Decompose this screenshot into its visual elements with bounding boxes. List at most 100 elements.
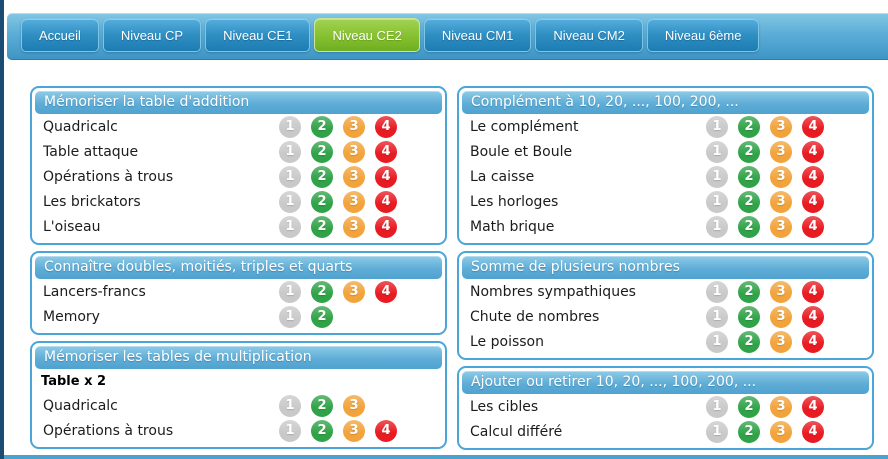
exercise-panels-area: Mémoriser la table d'addition Quadricalc 1… xyxy=(30,86,874,459)
level-badge-4[interactable]: 4 xyxy=(802,305,824,328)
level-badge-2[interactable]: 2 xyxy=(738,420,760,443)
level-badge-4[interactable]: 4 xyxy=(802,115,824,138)
level-badge-4[interactable]: 4 xyxy=(375,165,397,188)
level-badge-1[interactable]: 1 xyxy=(279,215,301,238)
level-badge-3[interactable]: 3 xyxy=(343,280,365,303)
level-badge-2[interactable]: 2 xyxy=(738,140,760,163)
tab-niveau-cm1[interactable]: Niveau CM1 xyxy=(423,18,532,52)
level-badge-4[interactable]: 4 xyxy=(802,330,824,353)
level-badge-2[interactable]: 2 xyxy=(738,280,760,303)
level-badge-2[interactable]: 2 xyxy=(738,165,760,188)
level-badge-3[interactable]: 3 xyxy=(770,280,792,303)
level-badge-3[interactable]: 3 xyxy=(343,394,365,417)
level-badge-4[interactable]: 4 xyxy=(802,395,824,418)
level-badge-4[interactable]: 4 xyxy=(802,190,824,213)
tab-niveau-cp[interactable]: Niveau CP xyxy=(102,18,202,52)
level-badge-2[interactable]: 2 xyxy=(738,395,760,418)
level-tabs: Accueil Niveau CP Niveau CE1 Niveau CE2 Nive… xyxy=(7,13,888,52)
level-badge-2[interactable]: 2 xyxy=(311,394,333,417)
level-badge-3[interactable]: 3 xyxy=(343,140,365,163)
level-badge-2[interactable]: 2 xyxy=(311,305,333,328)
level-badge-1[interactable]: 1 xyxy=(706,140,728,163)
level-badge-2[interactable]: 2 xyxy=(311,140,333,163)
level-badge-4[interactable]: 4 xyxy=(802,140,824,163)
panel-somme-de-plusieurs-nombres: Somme de plusieurs nombres Nombres sympat… xyxy=(457,251,874,360)
level-badge-1[interactable]: 1 xyxy=(279,140,301,163)
exercise-label: Calcul différé xyxy=(470,423,563,440)
level-badge-1[interactable]: 1 xyxy=(706,280,728,303)
tab-niveau-ce1[interactable]: Niveau CE1 xyxy=(205,18,311,52)
level-badge-1[interactable]: 1 xyxy=(706,190,728,213)
level-badge-1[interactable]: 1 xyxy=(279,165,301,188)
tab-niveau-6eme[interactable]: Niveau 6ème xyxy=(646,18,760,52)
level-badge-2[interactable]: 2 xyxy=(738,115,760,138)
level-badge-1[interactable]: 1 xyxy=(706,215,728,238)
level-badge-1[interactable]: 1 xyxy=(279,280,301,303)
level-badge-1[interactable]: 1 xyxy=(279,115,301,138)
level-badge-3[interactable]: 3 xyxy=(343,419,365,442)
panel-memoriser-les-tables-de-multiplication: Mémoriser les tables de multiplication Ta… xyxy=(30,341,447,449)
level-badge-1[interactable]: 1 xyxy=(706,420,728,443)
level-badge-3[interactable]: 3 xyxy=(343,165,365,188)
level-badge-4[interactable]: 4 xyxy=(802,215,824,238)
exercise-label: Memory xyxy=(43,308,100,325)
exercise-row: Math brique 1 2 3 4 xyxy=(462,214,869,239)
level-badge-4[interactable]: 4 xyxy=(375,419,397,442)
exercise-row: Table attaque 1 2 3 4 xyxy=(35,139,442,164)
level-badge-3[interactable]: 3 xyxy=(343,115,365,138)
level-badge-3[interactable]: 3 xyxy=(770,215,792,238)
level-badge-2[interactable]: 2 xyxy=(311,190,333,213)
level-badge-1[interactable]: 1 xyxy=(279,419,301,442)
exercise-row: L'oiseau 1 2 3 4 xyxy=(35,214,442,239)
level-badge-1[interactable]: 1 xyxy=(279,394,301,417)
level-badge-4[interactable]: 4 xyxy=(375,140,397,163)
level-badge-1[interactable]: 1 xyxy=(706,395,728,418)
level-badge-1[interactable]: 1 xyxy=(706,165,728,188)
level-badge-2[interactable]: 2 xyxy=(311,419,333,442)
level-badge-2[interactable]: 2 xyxy=(311,215,333,238)
panel-memoriser-la-table-d-addition: Mémoriser la table d'addition Quadricalc 1… xyxy=(30,86,447,245)
level-badge-4[interactable]: 4 xyxy=(375,280,397,303)
level-badge-2[interactable]: 2 xyxy=(738,215,760,238)
level-badge-2[interactable]: 2 xyxy=(738,330,760,353)
level-badge-1[interactable]: 1 xyxy=(706,330,728,353)
level-badge-2[interactable]: 2 xyxy=(311,280,333,303)
level-badge-3[interactable]: 3 xyxy=(770,305,792,328)
column-left: Mémoriser la table d'addition Quadricalc 1… xyxy=(30,86,447,459)
level-badge-3[interactable]: 3 xyxy=(343,190,365,213)
level-badge-3[interactable]: 3 xyxy=(770,395,792,418)
tab-bar: Accueil Niveau CP Niveau CE1 Niveau CE2 Nive… xyxy=(7,13,888,60)
panel-title: Complément à 10, 20, ..., 100, 200, ... xyxy=(462,91,869,114)
level-badge-3[interactable]: 3 xyxy=(770,420,792,443)
level-badge-4[interactable]: 4 xyxy=(375,190,397,213)
level-badge-2[interactable]: 2 xyxy=(738,190,760,213)
page-left-border xyxy=(0,0,4,459)
level-badge-3[interactable]: 3 xyxy=(343,215,365,238)
level-badge-4[interactable]: 4 xyxy=(802,420,824,443)
exercise-label: L'oiseau xyxy=(43,218,101,235)
level-badge-2[interactable]: 2 xyxy=(738,305,760,328)
level-badge-3[interactable]: 3 xyxy=(770,165,792,188)
level-badge-3[interactable]: 3 xyxy=(770,140,792,163)
exercise-label: Les cibles xyxy=(470,398,539,415)
level-badge-1[interactable]: 1 xyxy=(279,190,301,213)
level-badge-4[interactable]: 4 xyxy=(375,215,397,238)
level-badge-2[interactable]: 2 xyxy=(311,165,333,188)
level-badge-4[interactable]: 4 xyxy=(802,280,824,303)
level-badge-3[interactable]: 3 xyxy=(770,190,792,213)
level-badge-3[interactable]: 3 xyxy=(770,330,792,353)
level-badge-1[interactable]: 1 xyxy=(279,305,301,328)
level-badge-1[interactable]: 1 xyxy=(706,115,728,138)
level-badge-4[interactable]: 4 xyxy=(802,165,824,188)
level-badge-1[interactable]: 1 xyxy=(706,305,728,328)
level-badge-4[interactable]: 4 xyxy=(375,115,397,138)
level-badge-3[interactable]: 3 xyxy=(770,115,792,138)
level-badge-2[interactable]: 2 xyxy=(311,115,333,138)
tab-niveau-ce2[interactable]: Niveau CE2 xyxy=(314,18,420,52)
tab-niveau-cm2[interactable]: Niveau CM2 xyxy=(535,18,643,52)
tab-accueil[interactable]: Accueil xyxy=(21,18,99,52)
